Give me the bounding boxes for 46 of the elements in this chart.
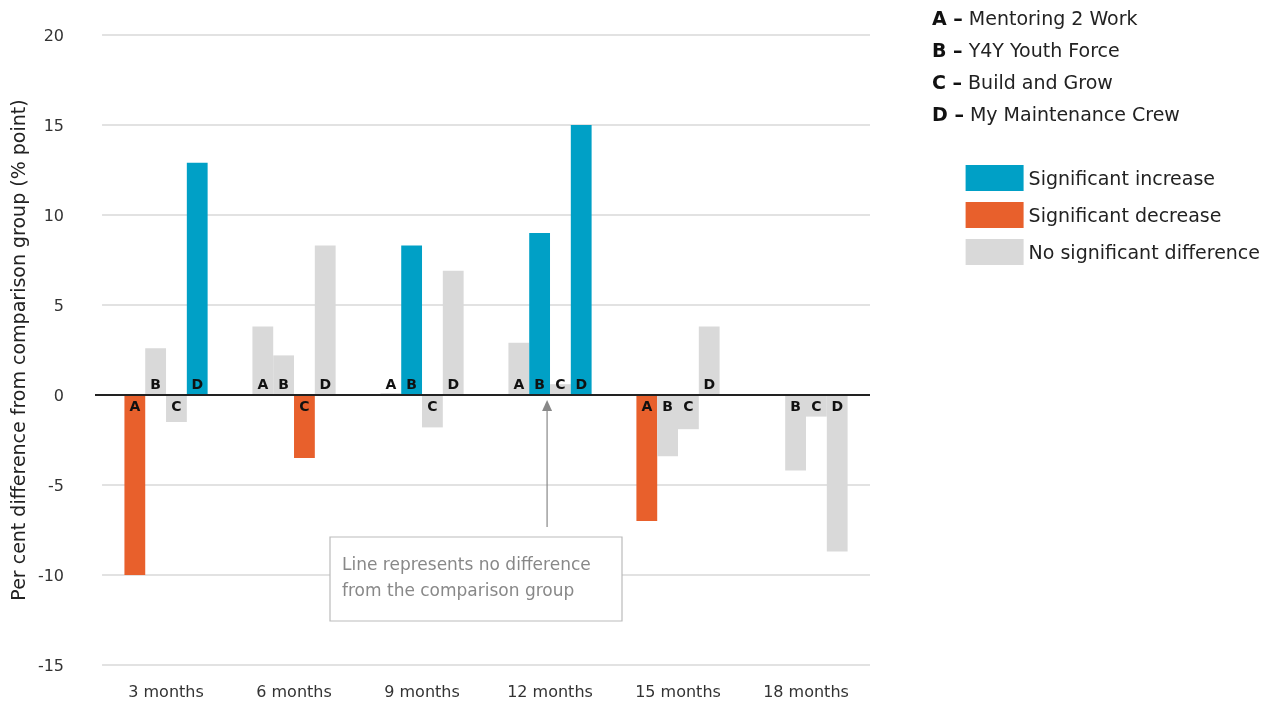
annotation: Line represents no difference from the comparison group [342,554,597,600]
data-label: B [662,398,673,414]
legend-label: Significant decrease [1028,204,1222,226]
y-tick-label: 20 [43,25,65,45]
x-tick-label: 9 months [384,681,460,701]
y-tick-label: 10 [43,205,65,225]
y-tick-label: 5 [53,295,65,315]
text: B – Y4Y Youth Force [932,38,1120,61]
data-label: C [427,398,438,414]
data-label: C [555,376,566,392]
legend-label: Significant increase [1028,167,1215,189]
y-tick-label: 15 [43,115,65,135]
x-tick-label: 15 months [635,681,721,701]
text: D – My Maintenance Crew [932,102,1180,125]
data-label: A [129,398,141,414]
y-tick-label: 0 [53,385,65,405]
data-label: C [811,398,822,414]
y-tick-label: -5 [48,475,65,495]
text: A – Mentoring 2 Work [932,6,1138,29]
data-label: D [703,376,716,392]
data-label: B [150,376,161,392]
data-label: A [257,376,269,392]
data-label: C [171,398,182,414]
data-label: B [790,398,801,414]
text: C – Build and Grow [932,70,1113,93]
x-tick-label: 3 months [128,681,204,701]
data-label: D [319,376,332,392]
data-label: C [683,398,694,414]
data-label: B [534,376,545,392]
data-label: D [575,376,588,392]
y-axis-title: Per cent difference from comparison group (% point) [6,99,29,601]
data-label: B [278,376,289,392]
data-label: D [447,376,460,392]
data-label: D [831,398,844,414]
data-label: A [641,398,653,414]
data-label: A [513,376,525,392]
x-tick-label: 12 months [507,681,593,701]
legend-label: No significant difference [1028,241,1260,263]
y-tick-label: -15 [37,655,65,675]
data-label: B [406,376,417,392]
data-label: D [191,376,204,392]
data-label: A [385,376,397,392]
y-tick-label: -10 [37,565,65,585]
x-tick-label: 6 months [256,681,332,701]
data-label: C [299,398,310,414]
x-tick-label: 18 months [763,681,849,701]
